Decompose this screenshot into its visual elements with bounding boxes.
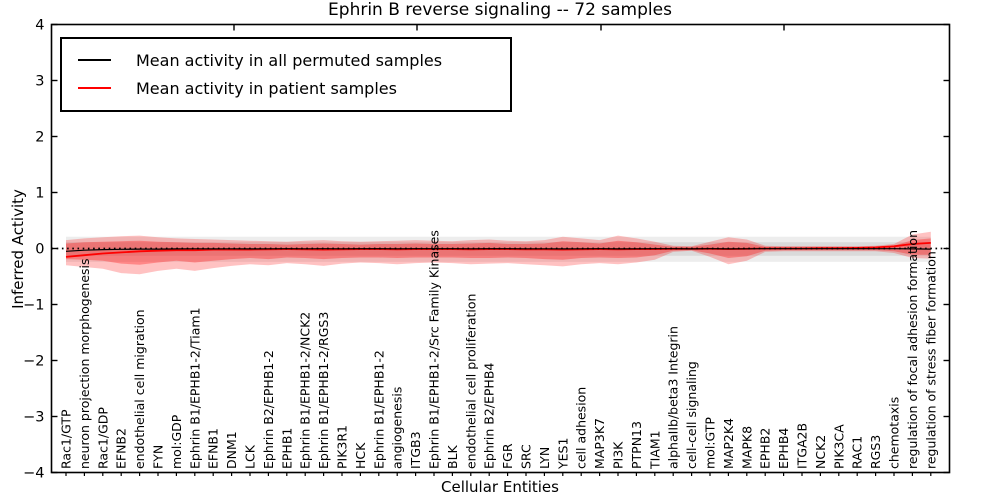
x-category-label: regulation of stress fiber formation	[923, 251, 938, 469]
y-tick-label: 2	[35, 130, 44, 146]
patient-line-swatch-icon	[78, 87, 111, 89]
y-tick-label: 4	[35, 18, 44, 34]
x-category-label: MAP3K7	[592, 418, 607, 469]
x-category-label: EPHB1	[279, 428, 294, 469]
chart-title: Ephrin B reverse signaling -- 72 samples	[328, 0, 672, 20]
x-category-label: mol:GDP	[169, 414, 184, 469]
x-category-label: PIK3CA	[831, 424, 846, 469]
x-category-label: cell-cell signaling	[684, 361, 699, 469]
y-tick-label: 1	[35, 186, 44, 202]
x-category-label: Ephrin B1/EPHB1-2/NCK2	[298, 312, 313, 469]
x-category-label: Ephrin B1/EPHB1-2/Src Family Kinases	[427, 230, 442, 469]
x-category-label: EPHB4	[776, 428, 791, 469]
x-category-label: BLK	[445, 444, 460, 469]
x-category-label: ITGA2B	[795, 423, 810, 469]
y-tick-label: 3	[35, 74, 44, 90]
y-tick-label: −4	[23, 466, 44, 482]
y-tick-label: −2	[23, 354, 44, 370]
x-category-label: PI3K	[611, 441, 626, 469]
x-category-label: Ephrin B1/EPHB1-2/Tiam1	[187, 307, 202, 469]
x-category-label: EFNB1	[206, 428, 221, 469]
x-category-label: FGR	[500, 443, 515, 469]
x-category-label: MAP2K4	[721, 418, 736, 469]
y-tick-label: 0	[35, 242, 44, 258]
x-category-label: endothelial cell migration	[132, 309, 147, 469]
x-category-label: mol:GTP	[703, 417, 718, 469]
x-category-label: Ephrin B2/EPHB1-2	[261, 350, 276, 469]
x-category-label: EPHB2	[758, 428, 773, 469]
permuted-mean-line	[65, 248, 931, 252]
x-category-label: alphaIIb/beta3 Integrin	[666, 326, 681, 469]
x-category-label: PIK3R1	[335, 425, 350, 469]
x-category-label: YES1	[555, 438, 570, 470]
y-tick-label: −1	[23, 298, 44, 314]
x-category-label: regulation of focal adhesion formation	[905, 230, 920, 469]
x-category-label: Ephrin B1/EPHB1-2	[371, 350, 386, 469]
legend: Mean activity in all permuted samples Me…	[60, 37, 512, 112]
patient-band-outer	[66, 231, 931, 275]
x-category-label: angiogenesis	[390, 387, 405, 469]
legend-label: Mean activity in all permuted samples	[136, 50, 443, 70]
patient-band-inner	[66, 238, 931, 265]
x-category-label: ITGB3	[408, 431, 423, 469]
x-category-label: HCK	[353, 442, 368, 469]
x-category-label: Rac1/GDP	[95, 407, 110, 469]
legend-entry-permuted: Mean activity in all permuted samples	[62, 46, 510, 74]
x-category-label: Rac1/GTP	[59, 409, 74, 469]
x-axis-label: Cellular Entities	[441, 478, 559, 496]
x-category-label: EFNB2	[114, 428, 129, 469]
x-category-label: TIAM1	[647, 430, 662, 470]
x-category-label: neuron projection morphogenesis	[77, 258, 92, 469]
x-category-label: NCK2	[813, 435, 828, 469]
x-category-label: Ephrin B2/EPHB4	[482, 363, 497, 469]
x-category-label: Ephrin B1/EPHB1-2/RGS3	[316, 312, 331, 469]
x-category-label: DNM1	[224, 431, 239, 469]
x-category-label: PTPN13	[629, 421, 644, 469]
x-category-label: RGS3	[868, 435, 883, 469]
x-category-label: MAPK8	[739, 426, 754, 469]
x-category-label: RAC1	[850, 436, 865, 469]
legend-label: Mean activity in patient samples	[136, 78, 397, 98]
y-tick-label: −3	[23, 410, 44, 426]
x-category-label: FYN	[151, 445, 166, 469]
x-category-label: cell adhesion	[574, 387, 589, 469]
x-category-label: endothelial cell proliferation	[463, 294, 478, 469]
x-category-label: chemotaxis	[887, 397, 902, 469]
legend-entry-patient: Mean activity in patient samples	[62, 74, 510, 102]
x-category-label: LCK	[243, 444, 258, 469]
x-category-label: SRC	[519, 444, 534, 469]
permuted-line-swatch-icon	[78, 59, 111, 61]
x-category-label: LYN	[537, 447, 552, 469]
